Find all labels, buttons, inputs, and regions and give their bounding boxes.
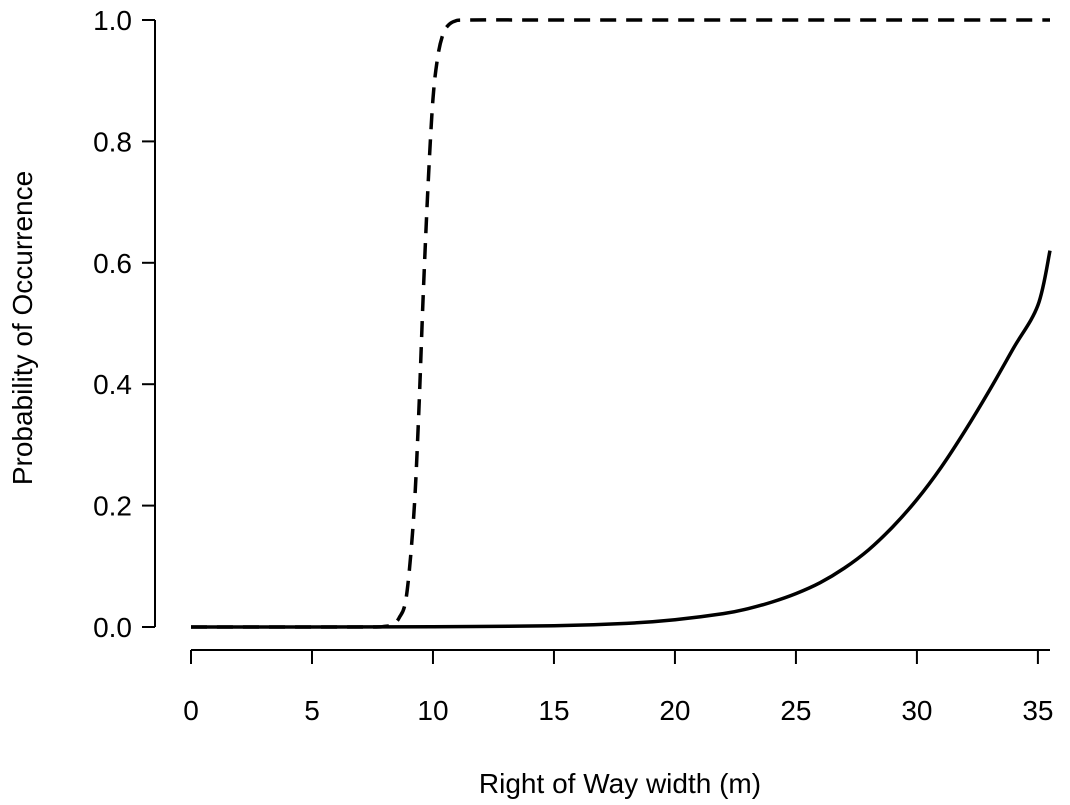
- x-tick-label: 35: [1022, 695, 1053, 726]
- dashed-series-line: [191, 18, 1050, 629]
- x-axis: 0 5 10 15 20 25 30 35: [183, 649, 1053, 726]
- x-tick-label: 25: [780, 695, 811, 726]
- x-axis-title: Right of Way width (m): [479, 768, 761, 799]
- x-tick-label: 30: [901, 695, 932, 726]
- x-tick-label: 5: [304, 695, 320, 726]
- y-tick-label: 1.0: [93, 5, 132, 36]
- x-tick-label: 0: [183, 695, 199, 726]
- y-tick-label: 0.6: [93, 248, 132, 279]
- plot-series: [190, 18, 1052, 629]
- y-tick-label: 0.8: [93, 126, 132, 157]
- x-tick-label: 20: [659, 695, 690, 726]
- x-tick-label: 10: [417, 695, 448, 726]
- y-axis-ticks: 0.0 0.2 0.4 0.6 0.8 1.0: [93, 5, 155, 643]
- y-tick-label: 0.2: [93, 491, 132, 522]
- y-tick-label: 0.0: [93, 612, 132, 643]
- y-axis-title: Probability of Occurrence: [7, 171, 38, 485]
- x-axis-ticks: 0 5 10 15 20 25 30 35: [183, 650, 1053, 726]
- y-tick-label: 0.4: [93, 369, 132, 400]
- x-tick-label: 15: [538, 695, 569, 726]
- solid-series-line: [190, 250, 1052, 629]
- y-axis: 0.0 0.2 0.4 0.6 0.8 1.0: [93, 5, 156, 643]
